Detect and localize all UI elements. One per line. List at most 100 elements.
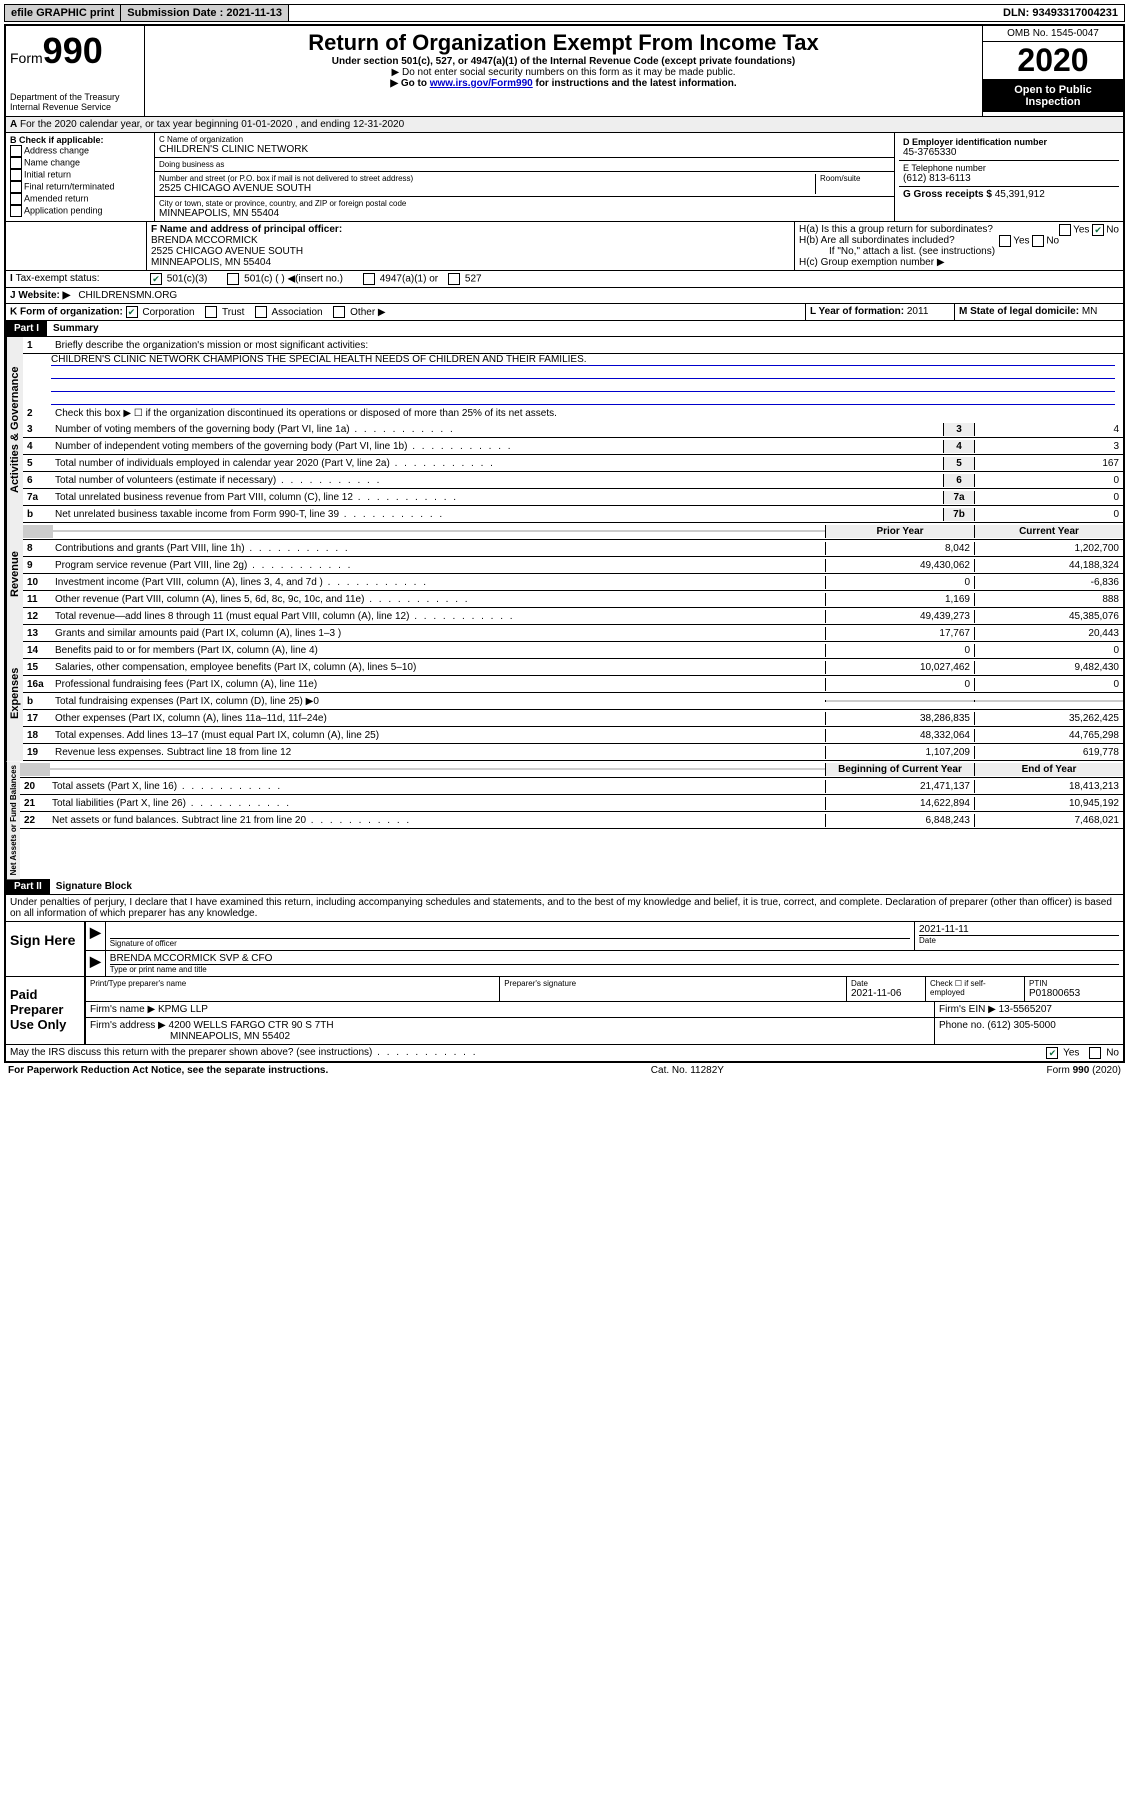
form-number: Form990	[10, 30, 140, 72]
line14-prior: 0	[825, 644, 974, 657]
check-initial[interactable]: Initial return	[10, 169, 150, 181]
form-org-label: K Form of organization:	[10, 307, 123, 318]
tax-exempt-501c[interactable]: 501(c) ( ) ◀(insert no.)	[227, 273, 343, 285]
part2-title: Signature Block	[50, 879, 138, 894]
check-amended[interactable]: Amended return	[10, 193, 150, 205]
col-current: Current Year	[974, 525, 1123, 538]
irs-link[interactable]: www.irs.gov/Form990	[430, 78, 533, 89]
line15: Salaries, other compensation, employee b…	[53, 661, 825, 674]
vert-net: Net Assets or Fund Balances	[6, 761, 20, 879]
line11-prior: 1,169	[825, 593, 974, 606]
tax-exempt-527[interactable]: 527	[448, 273, 481, 285]
tax-period: A For the 2020 calendar year, or tax yea…	[6, 117, 1123, 133]
part2-header: Part II	[6, 879, 50, 894]
check-pending[interactable]: Application pending	[10, 205, 150, 217]
line15-current: 9,482,430	[974, 661, 1123, 674]
vert-expenses: Expenses	[6, 625, 23, 761]
line13-prior: 17,767	[825, 627, 974, 640]
org-assoc[interactable]: Association	[255, 307, 322, 318]
addr-label: Number and street (or P.O. box if mail i…	[159, 174, 815, 183]
dln: DLN: 93493317004231	[997, 5, 1124, 21]
firm-addr1: 4200 WELLS FARGO CTR 90 S 7TH	[169, 1020, 334, 1031]
prep-name-label: Print/Type preparer's name	[86, 977, 500, 1001]
check-name[interactable]: Name change	[10, 157, 150, 169]
line5: Total number of individuals employed in …	[53, 457, 943, 470]
line3: Number of voting members of the governin…	[53, 423, 943, 436]
prep-date: 2021-11-06	[851, 988, 921, 999]
check-final[interactable]: Final return/terminated	[10, 181, 150, 193]
prep-sig-label: Preparer's signature	[500, 977, 847, 1001]
line8-prior: 8,042	[825, 542, 974, 555]
line1-label: Briefly describe the organization's miss…	[53, 339, 1123, 352]
arrow-icon: ▶	[86, 951, 106, 976]
website: CHILDRENSMN.ORG	[78, 290, 177, 301]
dba-label: Doing business as	[159, 160, 890, 169]
line12-current: 45,385,076	[974, 610, 1123, 623]
website-label: J Website: ▶	[10, 290, 70, 301]
prep-self-employed[interactable]: Check ☐ if self-employed	[926, 977, 1025, 1001]
firm-ein-label: Firm's EIN ▶	[939, 1004, 996, 1015]
city-label: City or town, state or province, country…	[159, 199, 890, 208]
dept-treasury: Department of the Treasury Internal Reve…	[10, 92, 140, 112]
hb-note: If "No," attach a list. (see instruction…	[799, 246, 1119, 257]
tax-exempt-501c3[interactable]: 501(c)(3)	[150, 273, 207, 285]
line10-prior: 0	[825, 576, 974, 589]
line8-current: 1,202,700	[974, 542, 1123, 555]
line12-prior: 49,439,273	[825, 610, 974, 623]
line19-current: 619,778	[974, 746, 1123, 759]
officer-label: F Name and address of principal officer:	[151, 224, 790, 235]
form-footer: Form 990 (2020)	[1047, 1065, 1121, 1076]
firm-name-label: Firm's name ▶	[90, 1004, 155, 1015]
form-title: Return of Organization Exempt From Incom…	[149, 30, 978, 56]
line8: Contributions and grants (Part VIII, lin…	[53, 542, 825, 555]
col-beginning: Beginning of Current Year	[825, 763, 974, 776]
pra-notice: For Paperwork Reduction Act Notice, see …	[8, 1065, 328, 1076]
section-b-label: B Check if applicable:	[10, 135, 150, 145]
year-formation: L Year of formation: 2011	[806, 304, 955, 320]
submission-date: Submission Date : 2021-11-13	[121, 5, 289, 21]
line21-end: 10,945,192	[974, 797, 1123, 810]
street-address: 2525 CHICAGO AVENUE SOUTH	[159, 183, 815, 194]
subtitle-3: ▶ Go to www.irs.gov/Form990 for instruct…	[149, 78, 978, 89]
part1-title: Summary	[47, 321, 105, 336]
lineb: Total fundraising expenses (Part IX, col…	[53, 695, 825, 708]
line9: Program service revenue (Part VIII, line…	[53, 559, 825, 572]
omb-number: OMB No. 1545-0047	[983, 26, 1123, 42]
line20: Total assets (Part X, line 16)	[50, 780, 825, 793]
sig-date: 2021-11-11	[919, 924, 1119, 935]
part1-header: Part I	[6, 321, 47, 336]
line22-end: 7,468,021	[974, 814, 1123, 827]
line6-value: 0	[974, 474, 1123, 487]
org-trust[interactable]: Trust	[205, 307, 244, 318]
line20-end: 18,413,213	[974, 780, 1123, 793]
officer-name: BRENDA MCCORMICK	[151, 235, 790, 246]
col-prior: Prior Year	[825, 525, 974, 538]
line4: Number of independent voting members of …	[53, 440, 943, 453]
vert-governance: Activities & Governance	[6, 337, 23, 523]
line13: Grants and similar amounts paid (Part IX…	[53, 627, 825, 640]
tax-exempt-label: I Tax-exempt status:	[10, 273, 150, 285]
firm-addr2: MINNEAPOLIS, MN 55402	[170, 1031, 290, 1042]
room-suite: Room/suite	[815, 174, 890, 194]
discuss-no[interactable]: No	[1089, 1047, 1119, 1059]
org-corp[interactable]: Corporation	[126, 307, 195, 318]
line6: Total number of volunteers (estimate if …	[53, 474, 943, 487]
line16a-prior: 0	[825, 678, 974, 691]
phone-label: Phone no.	[939, 1020, 985, 1031]
discuss-yes[interactable]: Yes	[1046, 1047, 1079, 1059]
line22-beginning: 6,848,243	[825, 814, 974, 827]
check-address[interactable]: Address change	[10, 145, 150, 157]
tax-exempt-4947[interactable]: 4947(a)(1) or	[363, 273, 438, 285]
org-other[interactable]: Other ▶	[333, 307, 385, 318]
officer-addr2: MINNEAPOLIS, MN 55404	[151, 257, 790, 268]
paid-preparer-label: Paid Preparer Use Only	[6, 977, 86, 1044]
subtitle-1: Under section 501(c), 527, or 4947(a)(1)…	[149, 56, 978, 67]
hc-exemption: H(c) Group exemption number ▶	[799, 257, 1119, 268]
col-end: End of Year	[974, 763, 1123, 776]
line18-current: 44,765,298	[974, 729, 1123, 742]
officer-addr1: 2525 CHICAGO AVENUE SOUTH	[151, 246, 790, 257]
ein-label: D Employer identification number	[903, 137, 1115, 147]
hb-subordinates: H(b) Are all subordinates included? Yes …	[799, 235, 1119, 246]
cat-no: Cat. No. 11282Y	[651, 1065, 724, 1076]
efile-button[interactable]: efile GRAPHIC print	[5, 5, 121, 21]
